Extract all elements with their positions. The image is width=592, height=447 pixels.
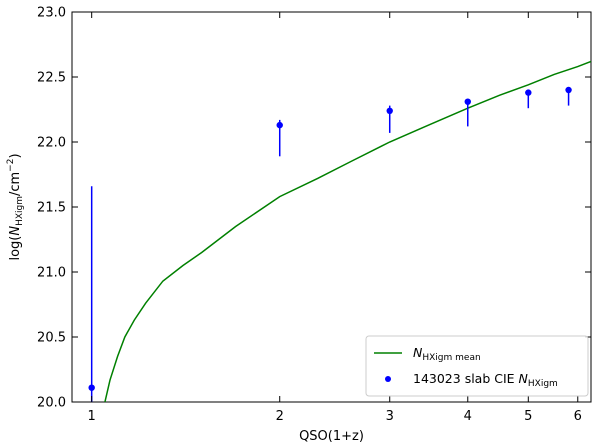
legend: NHXigm mean 143023 slab CIE NHXigm: [365, 335, 589, 397]
y-axis-ticks: 20.0 20.5 21.0 21.5 22.0 22.5 23.0: [37, 6, 591, 411]
y-tick-label: 21.0: [37, 266, 66, 281]
legend-box: [365, 335, 589, 397]
x-axis-ticks: 1 2 3 4 5 6: [88, 12, 582, 424]
y-tick-label: 22.5: [37, 71, 66, 86]
x-tick-label: 5: [524, 409, 532, 424]
x-tick-label: 2: [276, 409, 284, 424]
data-point: [464, 98, 471, 105]
legend-label-mean: NHXigm mean: [413, 345, 481, 363]
x-tick-label: 6: [574, 409, 582, 424]
mean-curve: [104, 60, 591, 402]
y-tick-label: 22.0: [37, 136, 66, 151]
x-axis-label: QSO(1+z): [299, 429, 364, 444]
y-tick-label: 20.5: [37, 331, 66, 346]
legend-point-swatch: [385, 376, 391, 382]
y-axis-label: log(NHXigm/cm−2): [6, 153, 25, 260]
legend-label-points: 143023 slab CIE NHXigm: [413, 371, 558, 389]
mean-curve-layer: [104, 60, 591, 402]
y-tick-label: 23.0: [37, 6, 66, 21]
data-point: [565, 86, 572, 94]
data-point: [88, 384, 95, 391]
y-tick-label: 20.0: [37, 396, 66, 411]
data-point: [525, 89, 532, 96]
x-tick-label: 1: [88, 409, 96, 424]
data-points-layer: [88, 86, 572, 402]
data-point: [276, 121, 283, 129]
x-tick-label: 4: [464, 409, 472, 424]
y-tick-label: 21.5: [37, 201, 66, 216]
data-point: [386, 107, 393, 115]
x-tick-label: 3: [386, 409, 394, 424]
